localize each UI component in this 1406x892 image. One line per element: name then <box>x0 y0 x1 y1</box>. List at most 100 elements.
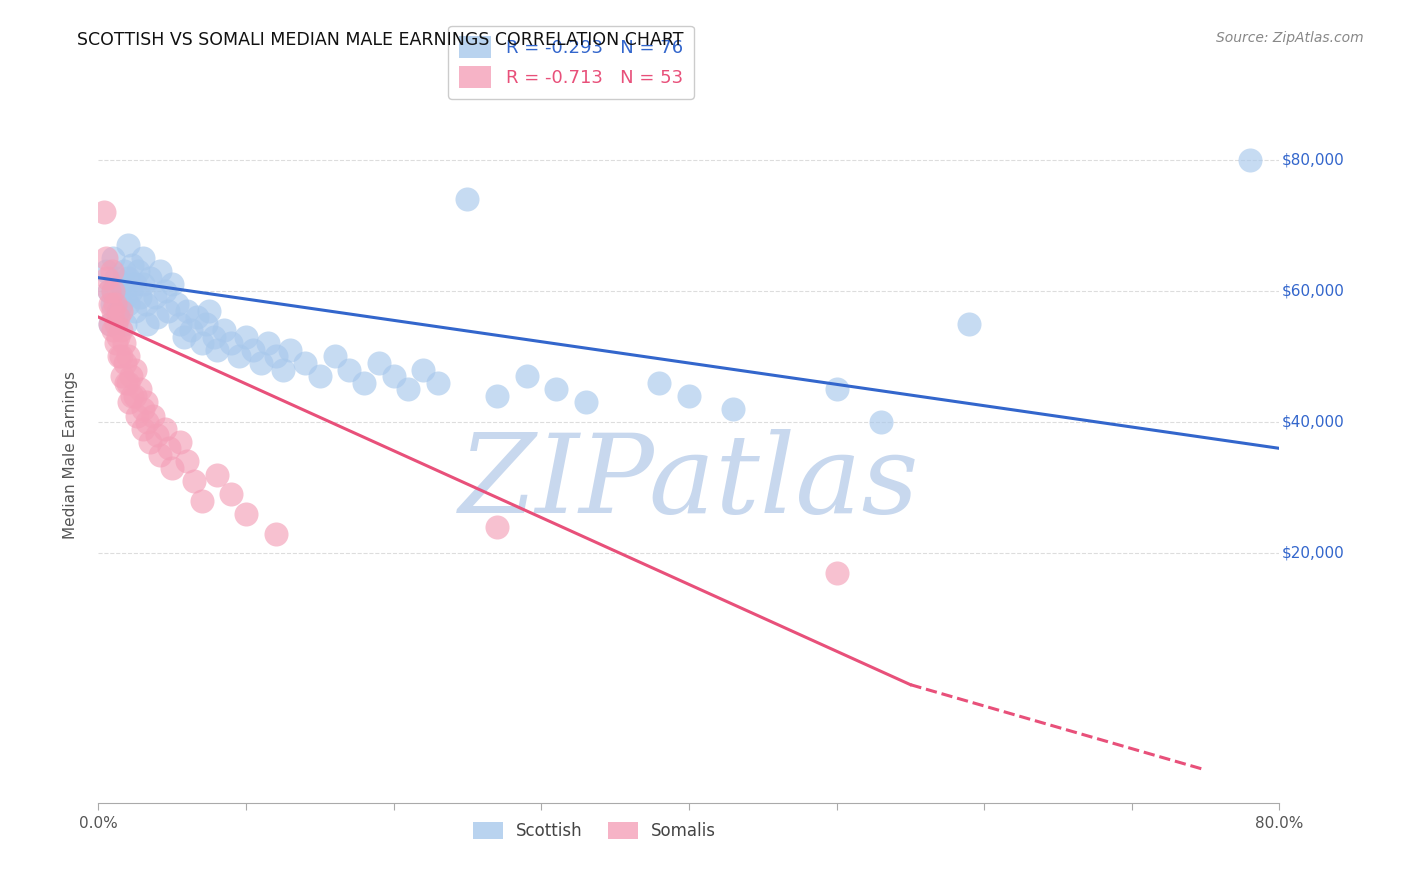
Point <box>108 350 131 364</box>
Point <box>112 264 135 278</box>
Point <box>198 303 221 318</box>
Point <box>575 395 598 409</box>
Text: SCOTTISH VS SOMALI MEDIAN MALE EARNINGS CORRELATION CHART: SCOTTISH VS SOMALI MEDIAN MALE EARNINGS … <box>77 31 683 49</box>
Point <box>103 251 125 265</box>
Point <box>107 303 129 318</box>
Point <box>98 317 121 331</box>
Point <box>121 389 143 403</box>
Point <box>368 356 391 370</box>
Point <box>125 409 148 423</box>
Point <box>149 264 172 278</box>
Text: $60,000: $60,000 <box>1282 284 1344 298</box>
Text: ZIPatlas: ZIPatlas <box>458 429 920 536</box>
Point <box>110 323 132 337</box>
Point <box>242 343 264 357</box>
Point <box>115 376 138 390</box>
Point <box>143 290 166 304</box>
Point <box>205 467 228 482</box>
Point <box>103 303 125 318</box>
Point <box>98 297 121 311</box>
Point <box>118 395 141 409</box>
Point <box>353 376 375 390</box>
Point <box>111 369 134 384</box>
Point <box>124 362 146 376</box>
Point <box>264 350 287 364</box>
Point <box>398 382 420 396</box>
Point <box>153 422 176 436</box>
Point <box>412 362 434 376</box>
Point <box>264 526 287 541</box>
Point <box>100 297 122 311</box>
Point <box>257 336 280 351</box>
Text: Source: ZipAtlas.com: Source: ZipAtlas.com <box>1216 31 1364 45</box>
Point <box>146 310 169 324</box>
Point <box>105 270 128 285</box>
Point <box>128 382 150 396</box>
Point <box>156 303 179 318</box>
Point <box>110 277 132 292</box>
Point <box>176 454 198 468</box>
Point <box>173 330 195 344</box>
Point <box>323 350 346 364</box>
Point <box>139 434 162 449</box>
Point <box>94 251 117 265</box>
Point <box>103 284 125 298</box>
Point <box>114 317 136 331</box>
Point <box>191 494 214 508</box>
Text: $40,000: $40,000 <box>1282 415 1344 430</box>
Point <box>235 507 257 521</box>
Point <box>136 317 159 331</box>
Point <box>153 284 176 298</box>
Point <box>117 350 139 364</box>
Point <box>128 290 150 304</box>
Point <box>105 317 128 331</box>
Point <box>132 422 155 436</box>
Point <box>486 389 509 403</box>
Point <box>136 415 159 429</box>
Point <box>191 336 214 351</box>
Point <box>104 297 127 311</box>
Point <box>180 323 202 337</box>
Point <box>112 336 135 351</box>
Point <box>132 277 155 292</box>
Point <box>121 258 143 272</box>
Point <box>486 520 509 534</box>
Point <box>427 376 450 390</box>
Point <box>648 376 671 390</box>
Point <box>107 330 129 344</box>
Point <box>546 382 568 396</box>
Point <box>870 415 893 429</box>
Point <box>103 323 125 337</box>
Point <box>98 317 121 331</box>
Point <box>382 369 405 384</box>
Point <box>135 395 157 409</box>
Point <box>97 284 120 298</box>
Point <box>127 264 149 278</box>
Point <box>162 277 183 292</box>
Point <box>96 270 118 285</box>
Point <box>202 330 225 344</box>
Point <box>117 297 139 311</box>
Legend: Scottish, Somalis: Scottish, Somalis <box>467 815 723 847</box>
Point <box>93 205 115 219</box>
Point <box>309 369 332 384</box>
Point <box>294 356 316 370</box>
Point <box>103 284 125 298</box>
Point <box>105 336 128 351</box>
Text: 80.0%: 80.0% <box>1256 816 1303 831</box>
Text: $80,000: $80,000 <box>1282 152 1344 167</box>
Point <box>135 297 157 311</box>
Point <box>124 277 146 292</box>
Point <box>195 317 218 331</box>
Point <box>124 389 146 403</box>
Point <box>235 330 257 344</box>
Text: $20,000: $20,000 <box>1282 546 1344 561</box>
Point <box>678 389 700 403</box>
Point <box>723 401 745 416</box>
Point <box>117 270 139 285</box>
Y-axis label: Median Male Earnings: Median Male Earnings <box>63 371 77 539</box>
Point <box>114 356 136 370</box>
Point <box>280 343 302 357</box>
Point <box>120 369 142 384</box>
Point <box>516 369 538 384</box>
